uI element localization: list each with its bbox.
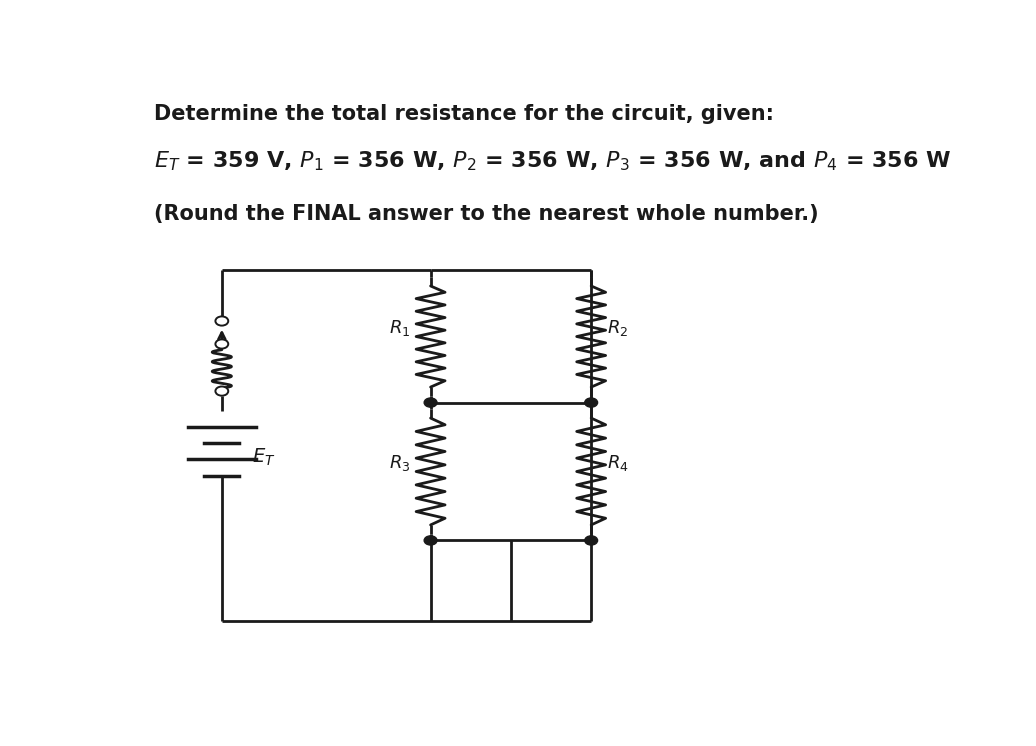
- Text: $E_T$: $E_T$: [253, 447, 276, 468]
- Text: Determine the total resistance for the circuit, given:: Determine the total resistance for the c…: [153, 104, 774, 124]
- Text: (Round the FINAL answer to the nearest whole number.): (Round the FINAL answer to the nearest w…: [153, 204, 818, 225]
- Circle shape: [215, 339, 228, 348]
- Text: $R_4$: $R_4$: [607, 453, 629, 473]
- Text: $E_T$ = 359 V, $P_1$ = 356 W, $P_2$ = 356 W, $P_3$ = 356 W, and $P_4$ = 356 W: $E_T$ = 359 V, $P_1$ = 356 W, $P_2$ = 35…: [153, 150, 951, 173]
- Circle shape: [215, 316, 228, 325]
- Text: $R_3$: $R_3$: [390, 453, 410, 473]
- Circle shape: [424, 398, 437, 407]
- Text: $R_2$: $R_2$: [607, 318, 629, 338]
- Text: $R_1$: $R_1$: [390, 318, 410, 338]
- Circle shape: [584, 398, 598, 407]
- Circle shape: [424, 536, 437, 545]
- Circle shape: [584, 536, 598, 545]
- Circle shape: [215, 386, 228, 395]
